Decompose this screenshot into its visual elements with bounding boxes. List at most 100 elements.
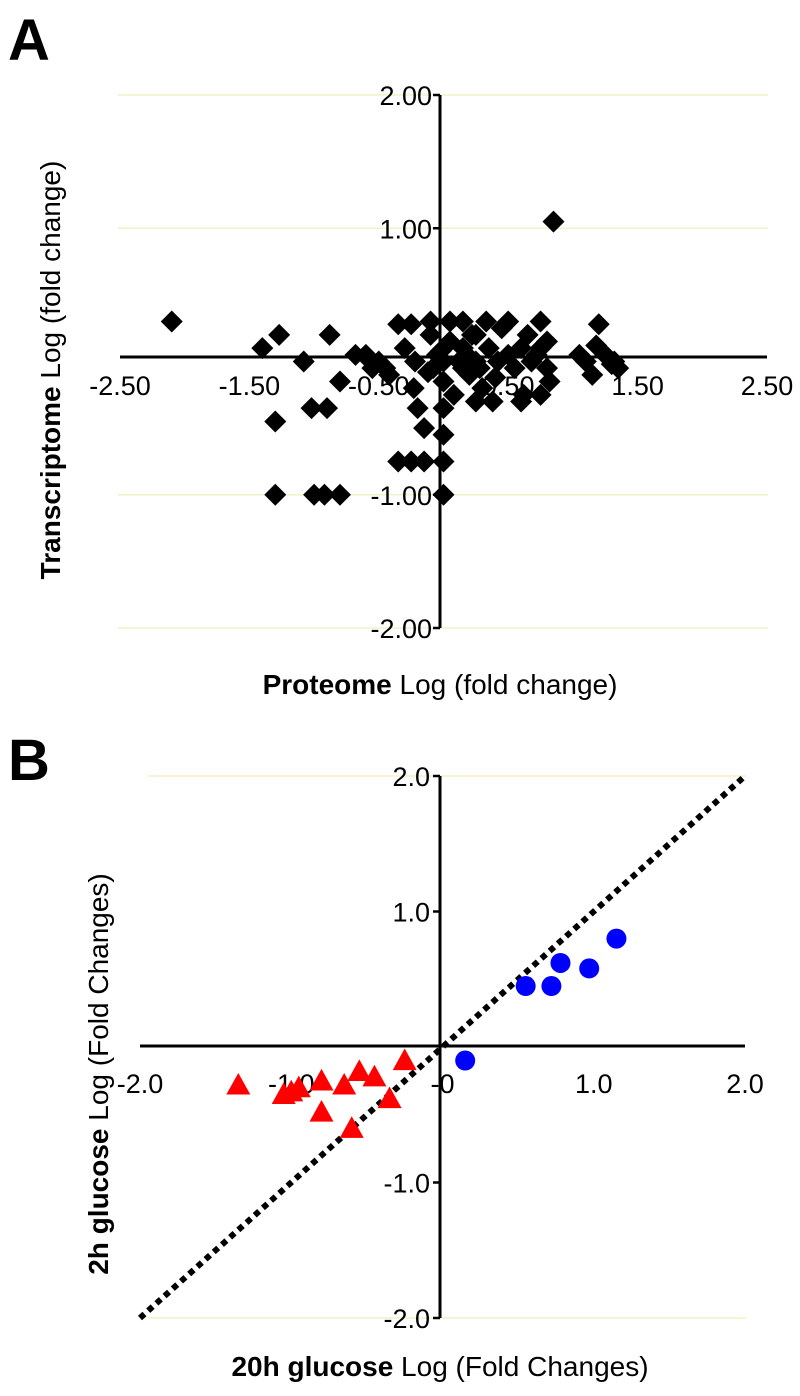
data-point-diamond (160, 310, 183, 333)
data-point-diamond (316, 397, 339, 420)
data-point-circle (550, 952, 571, 973)
data-point-diamond (419, 323, 442, 346)
data-point-diamond (607, 357, 630, 380)
data-point-diamond (313, 483, 336, 506)
data-point-diamond (542, 210, 565, 233)
data-point-triangle (286, 1075, 311, 1098)
data-point-diamond (432, 423, 455, 446)
data-point-diamond (497, 310, 520, 333)
x-tick-label: 2.0 (726, 1069, 764, 1099)
panel-b-x-title-rest: Log (Fold Changes) (393, 1351, 648, 1382)
data-point-diamond (292, 350, 315, 373)
data-point-diamond (481, 390, 504, 413)
panel-a-y-axis-title: Transcriptome Log (fold change) (35, 161, 66, 580)
data-point-triangle (271, 1082, 296, 1105)
y-tick-label: 1.0 (392, 898, 430, 928)
data-point-diamond (413, 450, 436, 473)
data-point-diamond (516, 323, 539, 346)
data-point-diamond (387, 313, 410, 336)
panel-b-y-title-bold: 2h glucose (83, 1129, 114, 1275)
data-point-diamond (264, 483, 287, 506)
panel-a-letter: A (8, 8, 50, 73)
data-point-diamond (503, 357, 526, 380)
data-point-triangle (309, 1100, 334, 1122)
data-point-triangle (362, 1064, 387, 1087)
panel-a-y-title-bold: Transcriptome (35, 386, 66, 579)
data-point-diamond (536, 330, 559, 353)
data-point-diamond (529, 310, 552, 333)
data-point-diamond (442, 383, 465, 406)
data-point-diamond (529, 383, 552, 406)
data-point-circle (455, 1050, 476, 1071)
data-point-circle (606, 928, 627, 949)
data-point-diamond (451, 357, 474, 380)
y-tick-label: 2.0 (392, 762, 430, 792)
data-point-diamond (538, 370, 561, 393)
data-point-diamond (413, 417, 436, 440)
data-point-triangle (309, 1068, 334, 1091)
panel-a-x-title-rest: Log (fold change) (392, 669, 618, 700)
panel-b: B -2.0-1.0-01.02.02.01.0-1.0-2.0 20h glu… (8, 728, 764, 1382)
identity-reference-line (137, 773, 748, 1321)
data-point-diamond (387, 450, 410, 473)
panel-a-x-title-bold: Proteome (263, 669, 392, 700)
panel-b-x-title-bold: 20h glucose (231, 1351, 393, 1382)
panel-b-reference-line (137, 773, 748, 1321)
data-point-triangle (392, 1048, 417, 1071)
data-point-triangle (332, 1072, 357, 1095)
panel-a-x-axis-title: Proteome Log (fold change) (263, 669, 618, 700)
y-tick-label: 2.00 (379, 81, 432, 111)
data-point-diamond (404, 350, 427, 373)
x-tick-label: -2.50 (89, 371, 151, 401)
y-tick-label: -2.00 (370, 614, 432, 644)
x-tick-label: -0 (430, 1069, 454, 1099)
x-tick-label: -2.0 (117, 1069, 164, 1099)
data-point-diamond (432, 450, 455, 473)
data-point-diamond (361, 357, 384, 380)
data-point-diamond (419, 310, 442, 333)
y-tick-label: 1.00 (379, 214, 432, 244)
panel-b-y-axis-title: 2h glucose Log (Fold Changes) (83, 873, 114, 1275)
data-point-diamond (378, 363, 401, 386)
data-point-diamond (402, 377, 425, 400)
panel-b-letter: B (8, 728, 50, 793)
data-point-diamond (328, 483, 351, 506)
data-point-diamond (581, 363, 604, 386)
data-point-triangle (226, 1072, 251, 1095)
data-point-diamond (432, 483, 455, 506)
data-point-diamond (468, 357, 491, 380)
panel-b-axes (140, 774, 745, 1320)
data-point-diamond (464, 323, 487, 346)
data-point-diamond (475, 310, 498, 333)
data-point-circle (579, 958, 600, 979)
panel-b-data-points (226, 928, 627, 1138)
data-point-triangle (339, 1116, 364, 1138)
panel-a: A -2.50 -1.50 -0.50 0.50 1.50 2.502.001.00-1.… (8, 8, 793, 700)
data-point-diamond (264, 410, 287, 433)
data-point-diamond (432, 397, 455, 420)
panel-b-gridlines (148, 775, 746, 1319)
data-point-diamond (400, 313, 423, 336)
data-point-diamond (429, 339, 452, 362)
data-point-diamond (416, 361, 439, 384)
data-point-diamond (393, 337, 416, 360)
x-tick-label: -0.50 (348, 371, 410, 401)
data-point-diamond (400, 450, 423, 473)
data-point-circle (515, 976, 536, 997)
data-point-diamond (300, 397, 323, 420)
data-point-diamond (477, 337, 500, 360)
y-tick-label: -1.0 (383, 1169, 430, 1199)
data-point-triangle (377, 1086, 402, 1109)
data-point-diamond (464, 390, 487, 413)
data-point-diamond (328, 370, 351, 393)
data-point-diamond (510, 390, 533, 413)
data-point-diamond (484, 366, 507, 389)
panel-a-y-title-rest: Log (fold change) (35, 161, 66, 387)
y-tick-label: -2.0 (383, 1304, 430, 1334)
data-point-triangle (347, 1059, 372, 1081)
x-tick-label: -1.50 (219, 371, 281, 401)
data-point-diamond (251, 337, 274, 360)
panel-a-tick-labels: -2.50 -1.50 -0.50 0.50 1.50 2.502.001.00-1.00… (89, 81, 793, 644)
panel-b-x-axis-title: 20h glucose Log (Fold Changes) (231, 1351, 648, 1382)
data-point-diamond (318, 323, 341, 346)
